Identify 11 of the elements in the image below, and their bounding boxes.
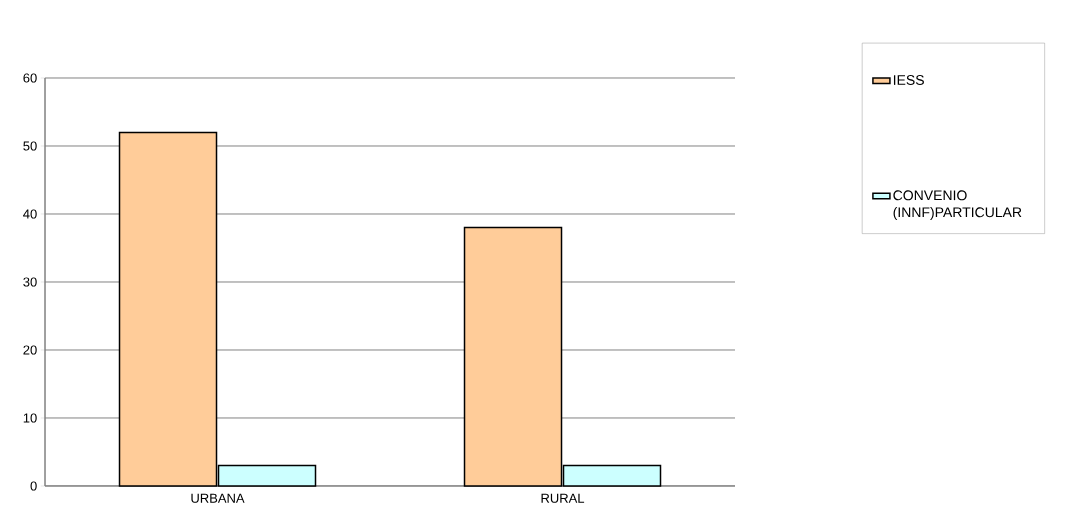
x-tick-label: RURAL bbox=[541, 493, 585, 503]
y-tick-label: 0 bbox=[30, 481, 37, 491]
y-tick-label: 20 bbox=[23, 345, 37, 355]
legend-label: CONVENIO (INNF)PARTICULAR bbox=[893, 190, 1022, 221]
y-tick-label: 60 bbox=[23, 73, 37, 83]
y-tick-label: 10 bbox=[23, 413, 37, 423]
legend-label: IESS bbox=[893, 75, 924, 86]
y-tick-label: 40 bbox=[23, 209, 37, 219]
y-tick-label: 50 bbox=[23, 141, 37, 151]
x-tick-label: URBANA bbox=[191, 493, 245, 503]
y-tick-label: 30 bbox=[23, 277, 37, 287]
